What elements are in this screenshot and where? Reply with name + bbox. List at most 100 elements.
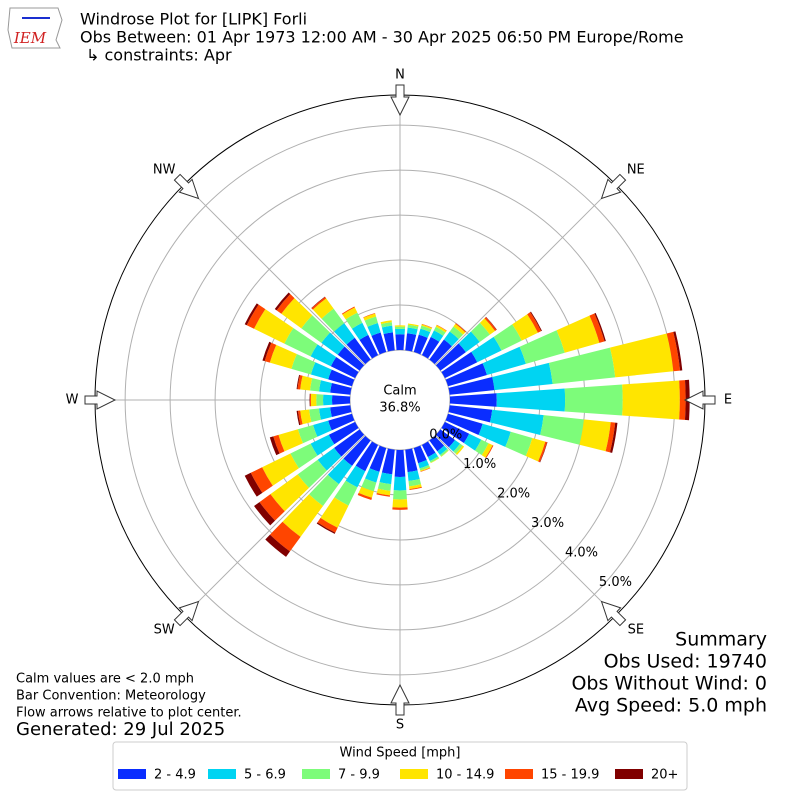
bar-segment: [493, 324, 522, 351]
bar-segment: [274, 292, 291, 311]
bar-segment: [269, 436, 280, 456]
bar-segment: [381, 448, 395, 475]
bar-segment: [346, 337, 371, 365]
summary: Obs Without Wind: 0: [571, 673, 767, 695]
r-tick-label: 5.0%: [599, 575, 632, 590]
spoke: [183, 183, 365, 365]
bar-segment: [392, 507, 408, 510]
flow-arrow: [390, 683, 410, 716]
bar-segment: [437, 445, 448, 456]
bar-segment: [244, 303, 259, 326]
bar-segment: [430, 330, 444, 342]
bar-segment: [273, 434, 285, 454]
note: Flow arrows relative to plot center.: [16, 706, 242, 721]
bar-segment: [376, 488, 391, 496]
chart-subtitle: Obs Between: 01 Apr 1973 12:00 AM - 30 A…: [80, 28, 684, 47]
flow-arrow: [390, 84, 410, 117]
bar-segment: [345, 465, 366, 488]
bar-segment: [489, 409, 544, 435]
spoke: [435, 435, 617, 617]
bar-segment: [276, 294, 295, 314]
bar-segment: [311, 296, 326, 309]
bar-segment: [264, 342, 277, 363]
bar-segment: [448, 405, 493, 423]
compass-label: S: [396, 718, 404, 733]
bar-segment: [297, 424, 318, 444]
bar-segment: [395, 334, 405, 351]
bar-segment: [318, 407, 332, 420]
bar-segment: [407, 470, 420, 482]
flow-arrow: [600, 600, 627, 627]
bar-segment: [505, 431, 533, 457]
bar-segment: [539, 442, 548, 463]
legend-swatch: [302, 769, 330, 779]
bar-segment: [435, 429, 456, 448]
bar-segment: [311, 296, 327, 310]
bar-segment: [254, 309, 294, 344]
bar-segment: [407, 323, 419, 327]
bar-segment: [435, 343, 466, 371]
flow-arrow: [600, 173, 627, 200]
bar-segment: [449, 326, 464, 340]
bar-segment: [419, 464, 430, 471]
spoke: [435, 183, 617, 365]
bar-segment: [376, 493, 390, 497]
bar-segment: [405, 448, 418, 473]
bar-segment: [441, 421, 470, 444]
bar-segment: [540, 415, 584, 445]
legend-label: 15 - 19.9: [541, 768, 599, 783]
bar-segment: [421, 324, 433, 330]
bar-segment: [420, 325, 432, 333]
bar-segment: [605, 422, 616, 453]
bar-segment: [334, 480, 358, 506]
compass-label: NW: [153, 163, 176, 178]
bar-segment: [297, 410, 303, 425]
bar-segment: [343, 435, 371, 466]
bar-segment: [458, 331, 480, 353]
arrow-shape: [390, 84, 410, 117]
bar-segment: [594, 312, 606, 342]
bar-segment: [278, 429, 303, 452]
bar-segment: [548, 347, 616, 384]
bar-segment: [407, 324, 419, 330]
bar-segment: [270, 474, 310, 512]
bar-segment: [470, 322, 490, 343]
bar-segment: [394, 325, 406, 327]
arrow-shape: [600, 173, 627, 200]
bar-segment: [556, 315, 600, 353]
bar-segment: [296, 410, 301, 426]
legend-label: 20+: [651, 768, 678, 783]
bar-segment: [418, 328, 431, 338]
r-tick-label: 1.0%: [463, 457, 496, 472]
legend-swatch: [505, 769, 533, 779]
bar-segment: [445, 413, 483, 435]
bar-segment: [453, 323, 466, 335]
bar-segment: [330, 405, 352, 417]
bar-segment: [300, 409, 312, 425]
legend-label: 5 - 6.9: [244, 768, 286, 783]
bar-segment: [530, 311, 542, 332]
bar-segment: [433, 326, 446, 336]
compass-label: N: [395, 68, 405, 83]
bar-segment: [281, 298, 313, 329]
bar-segment: [379, 472, 393, 485]
bar-segment: [341, 306, 355, 315]
bar-segment: [363, 313, 376, 318]
bar-segment: [357, 492, 372, 500]
bar-segment: [421, 441, 436, 458]
note: Bar Convention: Meteorology: [16, 689, 206, 704]
flow-arrow: [173, 173, 200, 200]
bar-segment: [579, 419, 611, 452]
bar-segment: [392, 499, 408, 508]
bar-segment: [394, 449, 406, 477]
compass-label: E: [724, 393, 732, 408]
bar-segment: [328, 421, 359, 445]
bar-segment: [358, 486, 374, 498]
bar-segment: [269, 521, 301, 552]
bar-segment: [479, 318, 496, 335]
bar-segment: [527, 312, 542, 333]
bar-segment: [330, 356, 359, 379]
bar-segment: [309, 393, 311, 407]
arrow-shape: [84, 390, 117, 410]
bar-segment: [679, 380, 686, 420]
